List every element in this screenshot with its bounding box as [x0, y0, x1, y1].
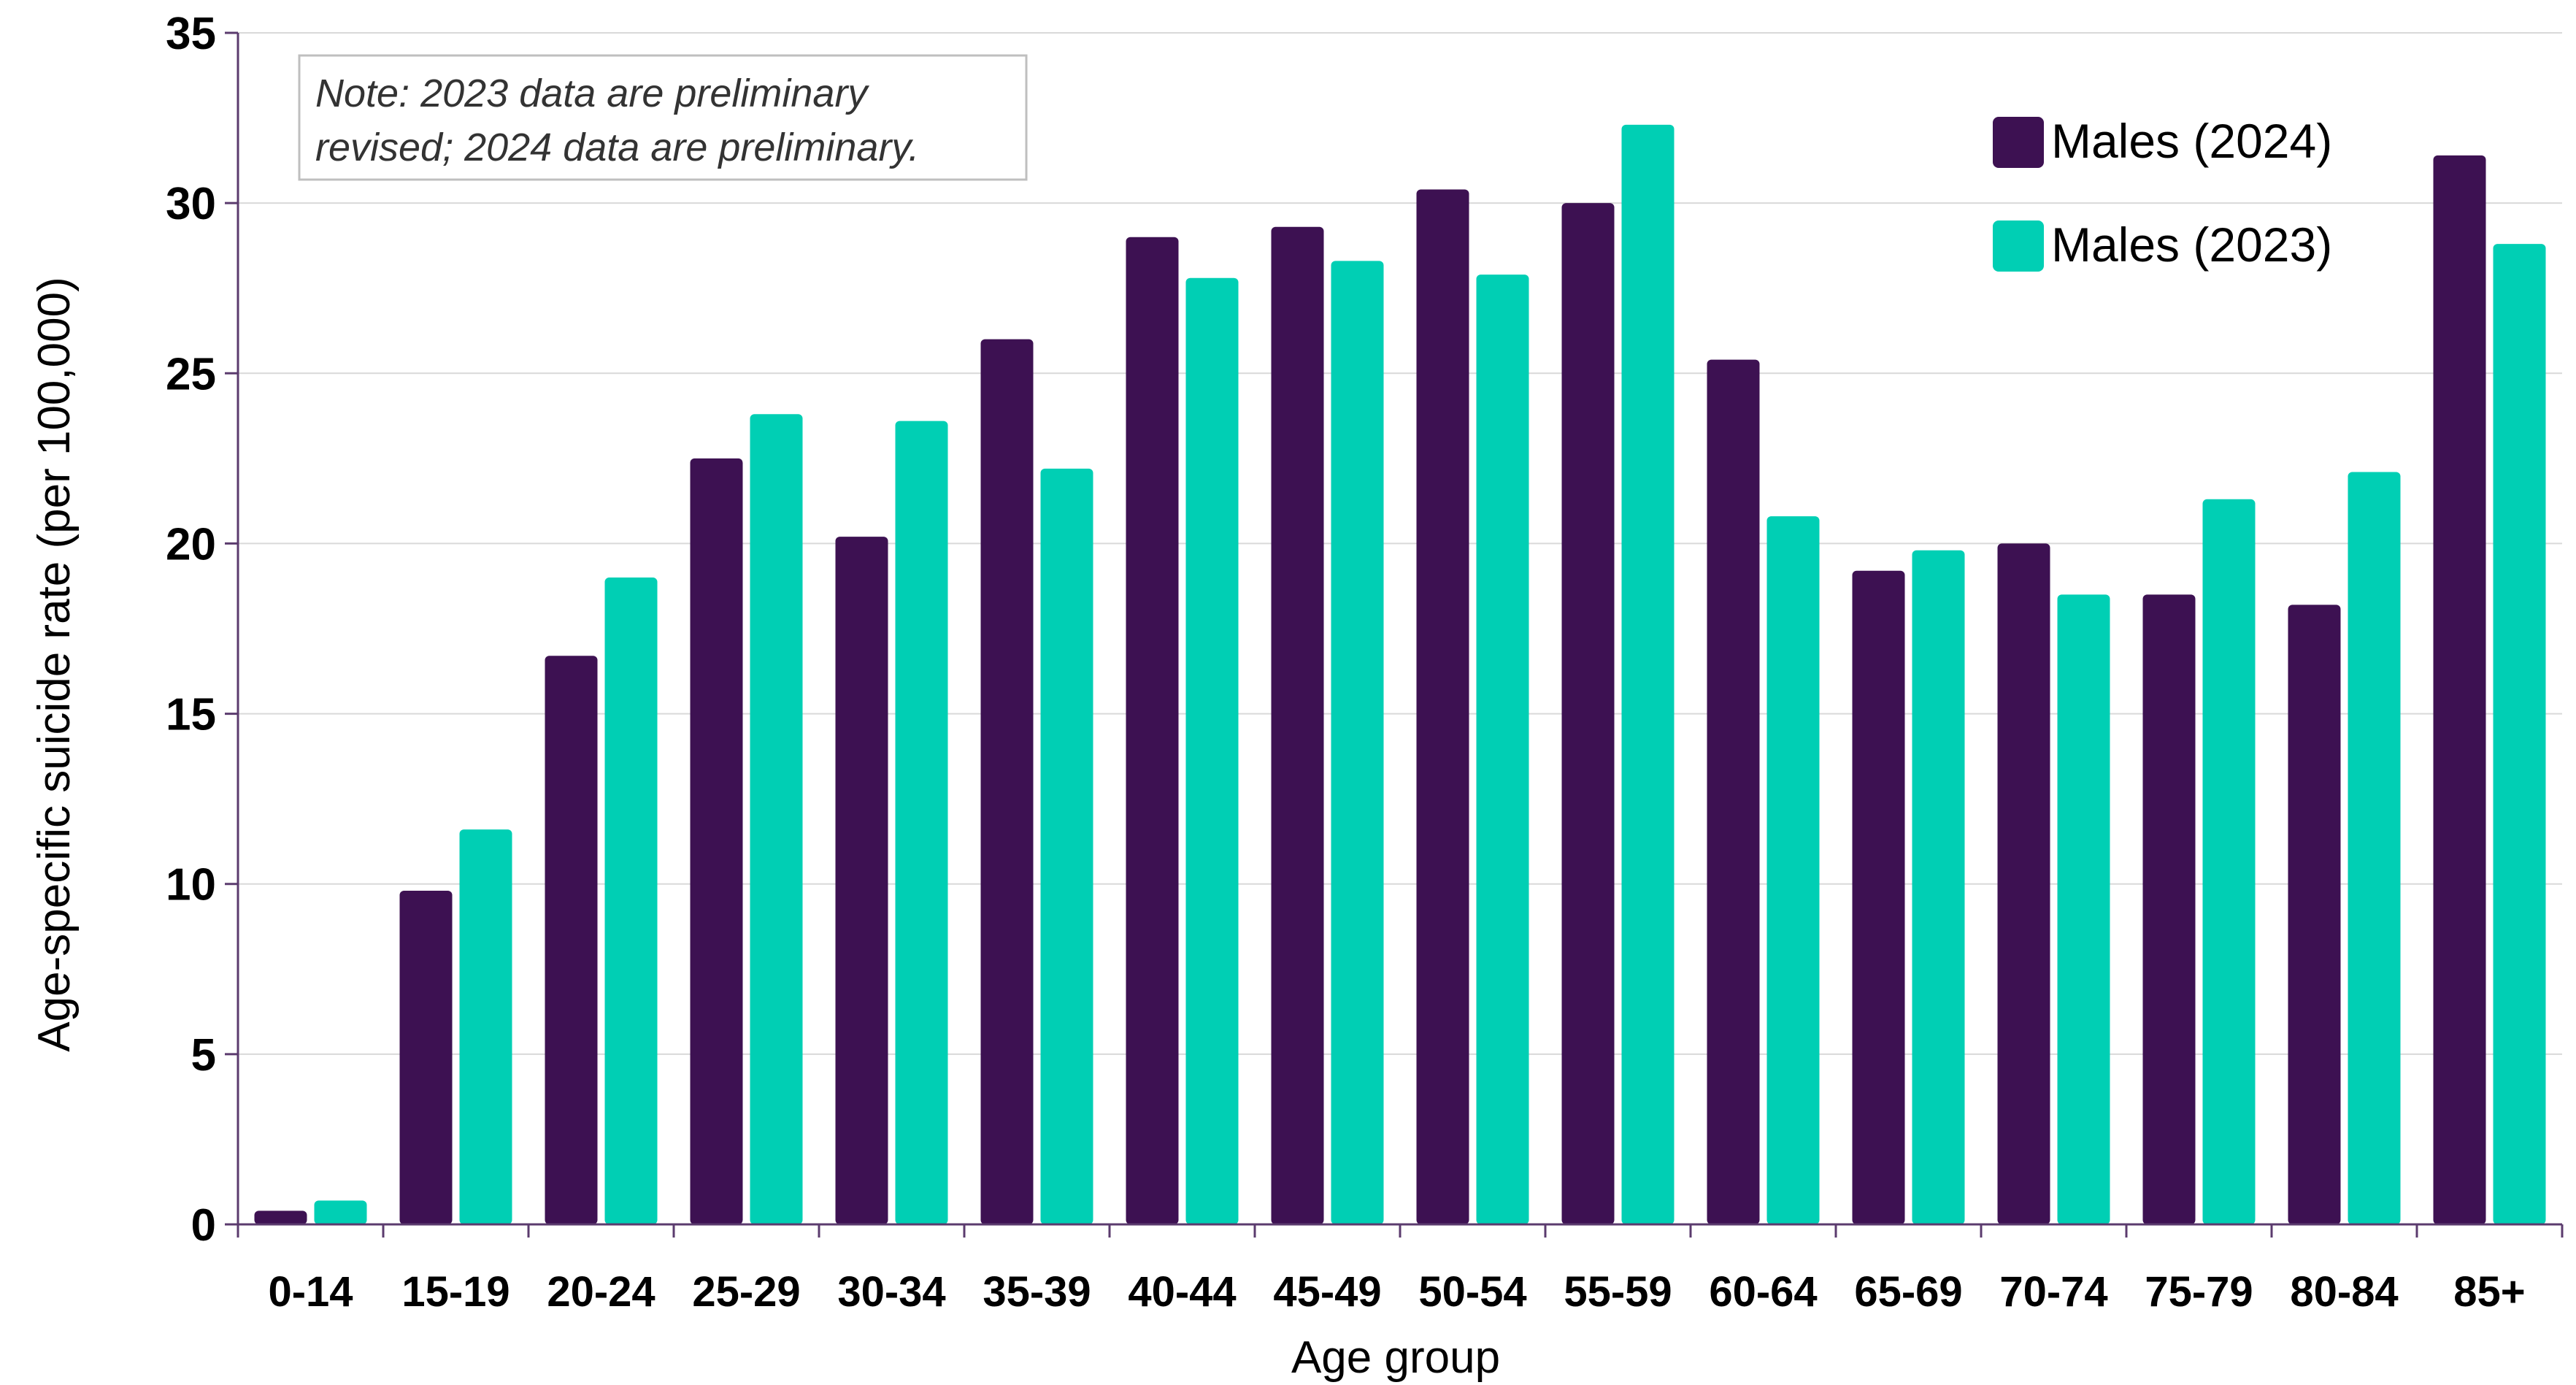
x-tick-label: 85+ — [2453, 1268, 2525, 1316]
bar-males-2024-80-84 — [2288, 605, 2341, 1224]
y-tick-label: 0 — [191, 1200, 216, 1251]
y-tick-label: 10 — [166, 860, 216, 910]
bar-males-2024-65-69 — [1852, 570, 1905, 1224]
bar-males-2023-20-24 — [604, 578, 658, 1224]
x-tick-label: 30-34 — [837, 1268, 945, 1316]
bar-males-2024-20-24 — [545, 656, 598, 1224]
x-tick-label: 40-44 — [1128, 1268, 1236, 1316]
legend-label-males-2024: Males (2024) — [2051, 114, 2332, 168]
x-tick-label: 65-69 — [1854, 1268, 1962, 1316]
bar-males-2023-50-54 — [1476, 275, 1529, 1224]
bar-males-2023-65-69 — [1912, 550, 1965, 1224]
y-tick-label: 15 — [166, 690, 216, 740]
x-tick-labels: 0-14 15-19 20-24 25-29 30-34 35-39 40-44 45-49 5… — [237, 1224, 2564, 1316]
x-tick-label: 25-29 — [692, 1268, 800, 1316]
bar-males-2023-70-74 — [2057, 594, 2110, 1224]
bar-males-2024-70-74 — [1997, 543, 2050, 1224]
legend-swatch-males-2024 — [1993, 117, 2044, 168]
bar-males-2023-15-19 — [459, 829, 512, 1224]
x-tick-label: 70-74 — [1999, 1268, 2107, 1316]
bar-males-2024-45-49 — [1271, 226, 1324, 1225]
bar-males-2023-85+ — [2493, 244, 2546, 1224]
x-tick-label: 50-54 — [1418, 1268, 1526, 1316]
bar-males-2023-40-44 — [1185, 277, 1239, 1224]
x-tick-label: 45-49 — [1273, 1268, 1381, 1316]
bar-males-2024-40-44 — [1126, 237, 1179, 1224]
legend-swatch-males-2023 — [1993, 220, 2044, 272]
y-axis-title: Age-specific suicide rate (per 100,000) — [29, 277, 80, 1051]
x-tick-label: 0-14 — [268, 1268, 353, 1316]
bar-males-2024-15-19 — [399, 891, 453, 1224]
legend-label-males-2023: Males (2023) — [2051, 218, 2332, 272]
bar-males-2023-75-79 — [2202, 499, 2256, 1224]
y-tick-labels: 0 5 10 15 20 25 30 35 — [166, 9, 238, 1251]
x-tick-label: 75-79 — [2145, 1268, 2253, 1316]
note-box — [298, 54, 1028, 181]
x-tick-label: 20-24 — [547, 1268, 655, 1316]
note-line-1: Note: 2023 data are preliminary — [315, 72, 869, 115]
legend: Males (2024) Males (2023) — [1993, 114, 2332, 272]
bar-males-2023-80-84 — [2348, 472, 2401, 1224]
bars — [254, 124, 2546, 1225]
x-tick-label: 55-59 — [1564, 1268, 1672, 1316]
bar-males-2023-30-34 — [895, 421, 948, 1225]
x-tick-label: 35-39 — [983, 1268, 1091, 1316]
bar-males-2024-60-64 — [1707, 359, 1760, 1224]
bar-males-2023-0-14 — [314, 1200, 367, 1224]
x-tick-label: 60-64 — [1709, 1268, 1817, 1316]
y-tick-label: 30 — [166, 179, 216, 229]
y-tick-label: 35 — [166, 9, 216, 59]
bar-males-2023-60-64 — [1766, 516, 1820, 1224]
bar-males-2023-25-29 — [750, 414, 803, 1224]
note-line-2: revised; 2024 data are preliminary. — [315, 126, 919, 169]
x-axis-title: Age group — [1291, 1332, 1500, 1383]
bar-males-2024-25-29 — [690, 458, 743, 1224]
bar-males-2024-30-34 — [835, 537, 888, 1224]
bar-males-2024-50-54 — [1416, 189, 1469, 1224]
bar-males-2023-55-59 — [1621, 124, 1675, 1225]
bar-males-2023-45-49 — [1331, 261, 1384, 1225]
x-tick-label: 80-84 — [2290, 1268, 2398, 1316]
y-tick-label: 25 — [166, 349, 216, 399]
bar-males-2024-75-79 — [2142, 594, 2196, 1224]
y-tick-label: 20 — [166, 519, 216, 569]
bar-males-2024-55-59 — [1561, 203, 1615, 1225]
y-tick-label: 5 — [191, 1030, 216, 1081]
x-tick-label: 15-19 — [401, 1268, 510, 1316]
note-annotation: Note: 2023 data are preliminary revised;… — [298, 54, 1028, 181]
bar-males-2024-0-14 — [254, 1211, 307, 1224]
bar-males-2024-35-39 — [980, 339, 1034, 1225]
bar-males-2024-85+ — [2433, 155, 2486, 1225]
bar-males-2023-35-39 — [1040, 468, 1093, 1224]
